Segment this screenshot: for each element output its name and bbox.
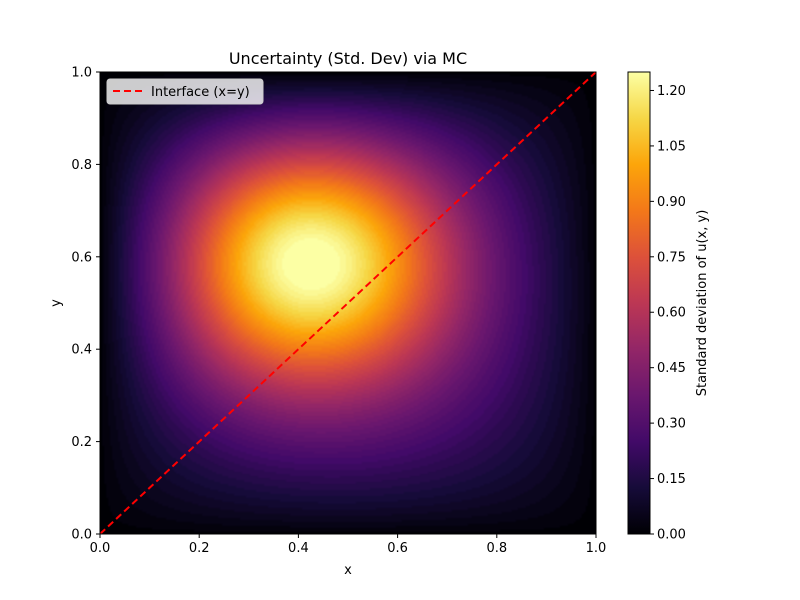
y-tick-label: 1.0 [71,66,92,81]
y-tick-label: 0.4 [71,343,92,358]
colorbar-tick-label: 0.15 [657,472,686,487]
y-tick-label: 0.6 [71,250,92,265]
x-tick-label: 0.2 [189,541,210,556]
y-tick-label: 0.2 [71,435,92,450]
colorbar-tick-label: 0.30 [657,417,686,432]
x-tick-label: 0.6 [387,541,408,556]
colorbar-tick-label: 0.60 [657,306,686,321]
interface-line [100,72,596,534]
legend: Interface (x=y) [106,78,264,105]
chart-title: Uncertainty (Std. Dev) via MC [229,49,467,68]
plot-frame [99,71,597,535]
y-tick-label: 0.0 [71,528,92,543]
x-tick-label: 0.4 [288,541,309,556]
colorbar-tick-label: 1.05 [657,139,686,154]
colorbar-tick-label: 0.45 [657,361,686,376]
colorbar-tick-label: 0.75 [657,250,686,265]
x-tick-label: 0.0 [90,541,111,556]
y-axis: 0.0 0.2 0.4 0.6 0.8 1.0 [71,66,100,543]
x-axis-label: x [344,563,352,578]
colorbar-tick-label: 0.00 [657,528,686,543]
legend-label: Interface (x=y) [151,85,250,100]
colorbar-gradient [627,71,651,535]
colorbar-tick-label: 0.90 [657,195,686,210]
x-tick-label: 0.8 [486,541,507,556]
colorbar: 0.00 0.15 0.30 0.45 0.60 0.75 0.90 1.05 1.20 Sta… [627,71,710,543]
x-tick-label: 1.0 [586,541,607,556]
y-axis-label: y [49,299,64,307]
colorbar-ticks: 0.00 0.15 0.30 0.45 0.60 0.75 0.90 1.05 1.20 [650,84,686,543]
colorbar-tick-label: 1.20 [657,84,686,99]
x-axis: 0.0 0.2 0.4 0.6 0.8 1.0 [90,534,607,556]
colorbar-label: Standard deviation of u(x, y) [695,210,710,397]
legend-box [106,78,264,105]
y-tick-label: 0.8 [71,158,92,173]
